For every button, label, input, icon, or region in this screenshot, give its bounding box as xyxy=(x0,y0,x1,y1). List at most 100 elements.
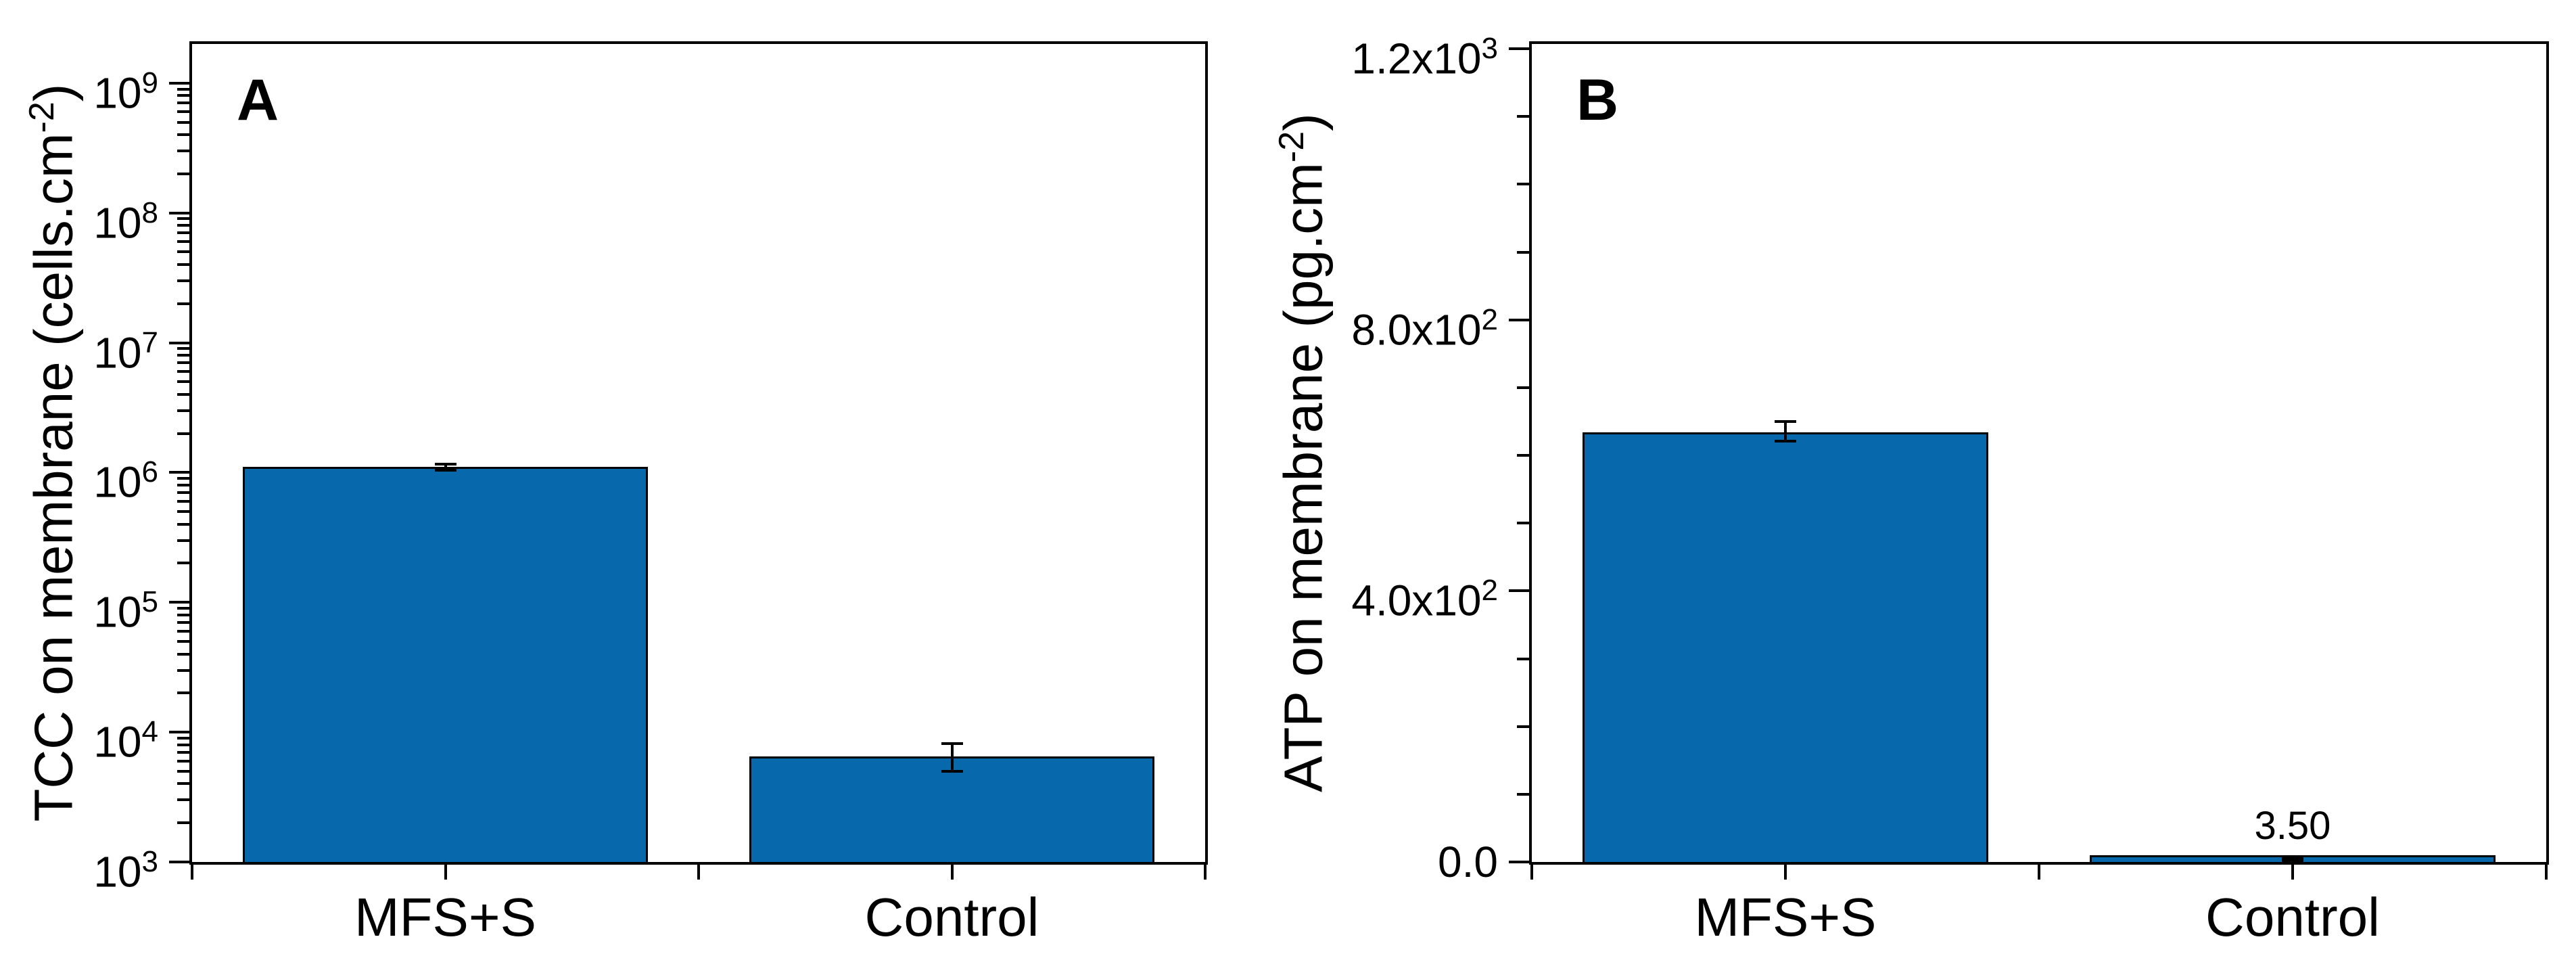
error-bar-line xyxy=(444,464,447,471)
x-tick xyxy=(444,865,447,880)
y-major-tick xyxy=(169,81,189,85)
y-tick-label: 8.0x102 xyxy=(1351,302,1498,354)
y-minor-tick xyxy=(177,640,189,643)
y-minor-tick xyxy=(177,409,189,412)
error-bar-cap-top xyxy=(434,463,456,465)
y-axis-title-b: ATP on membrane (pg.cm-2) xyxy=(1272,113,1334,792)
y-minor-tick xyxy=(177,607,189,610)
y-minor-tick xyxy=(1517,725,1529,728)
y-minor-tick xyxy=(177,522,189,526)
y-tick-label: 0.0 xyxy=(1438,838,1498,886)
y-tick-label: 106 xyxy=(93,455,158,507)
y-minor-tick xyxy=(177,798,189,802)
plot-area-a: A 103 104 105 106 107 108 109 MFS+S Control xyxy=(93,41,1208,947)
y-minor-tick xyxy=(177,240,189,244)
bar-control xyxy=(749,756,1155,862)
x-boundary-tick xyxy=(697,865,700,880)
error-bar-cap-top xyxy=(2282,857,2303,860)
x-boundary-tick xyxy=(191,865,193,880)
panel-letter-b: B xyxy=(1576,68,1619,133)
y-minor-tick xyxy=(177,263,189,266)
y-minor-tick xyxy=(177,736,189,740)
y-minor-tick xyxy=(177,629,189,633)
y-minor-tick xyxy=(177,769,189,773)
y-minor-tick xyxy=(177,539,189,542)
y-minor-tick xyxy=(177,782,189,786)
y-tick-label: 4.0x102 xyxy=(1351,574,1498,625)
y-minor-tick xyxy=(177,101,189,105)
x-category-label: Control xyxy=(864,887,1039,947)
y-minor-tick xyxy=(1517,183,1529,186)
y-minor-tick xyxy=(177,483,189,486)
y-major-tick xyxy=(1509,589,1529,593)
y-minor-tick xyxy=(177,652,189,656)
y-major-tick xyxy=(169,731,189,734)
y-minor-tick xyxy=(177,510,189,514)
y-minor-tick xyxy=(177,668,189,672)
y-minor-tick xyxy=(177,499,189,503)
y-tick-label: 103 xyxy=(93,845,158,896)
x-boundary-tick xyxy=(1204,865,1207,880)
error-bar-cap-bottom xyxy=(1775,439,1796,442)
bar-mfs+s xyxy=(242,467,649,862)
error-bar-cap-bottom xyxy=(2282,859,2303,862)
y-minor-tick xyxy=(177,224,189,227)
y-minor-tick xyxy=(177,217,189,221)
y-minor-tick xyxy=(177,347,189,350)
bar-mfs+s xyxy=(1583,432,1988,862)
y-minor-tick xyxy=(177,302,189,305)
y-minor-tick xyxy=(177,250,189,254)
y-minor-tick xyxy=(177,491,189,495)
y-minor-tick xyxy=(1517,454,1529,457)
y-major-tick xyxy=(169,861,189,863)
error-bar-cap-bottom xyxy=(941,769,963,773)
y-minor-tick xyxy=(1517,115,1529,118)
y-major-tick xyxy=(1509,861,1529,863)
y-tick-label: 107 xyxy=(93,325,158,377)
y-tick-label: 105 xyxy=(93,585,158,637)
y-minor-tick xyxy=(177,370,189,373)
y-major-tick xyxy=(1509,47,1529,50)
y-tick-label: 104 xyxy=(93,715,158,767)
panel-letter-a: A xyxy=(237,68,279,133)
y-minor-tick xyxy=(177,392,189,396)
x-tick xyxy=(1784,865,1787,880)
x-boundary-tick xyxy=(2038,865,2040,880)
x-category-label: Control xyxy=(2205,887,2380,947)
x-category-label: MFS+S xyxy=(1694,887,1877,947)
y-tick-label: 109 xyxy=(93,66,158,118)
error-bar-line xyxy=(1784,421,1787,441)
y-major-tick xyxy=(1509,318,1529,321)
y-minor-tick xyxy=(177,231,189,235)
error-bar-line xyxy=(950,743,954,771)
y-minor-tick xyxy=(177,691,189,695)
y-tick-label: 1.2x103 xyxy=(1351,32,1498,83)
x-tick xyxy=(950,865,954,880)
y-minor-tick xyxy=(177,94,189,97)
x-boundary-tick xyxy=(2545,865,2548,880)
y-minor-tick xyxy=(177,361,189,365)
y-minor-tick xyxy=(177,620,189,624)
y-major-tick xyxy=(169,601,189,604)
y-minor-tick xyxy=(177,562,189,565)
y-minor-tick xyxy=(177,279,189,282)
y-major-tick xyxy=(169,471,189,474)
y-minor-tick xyxy=(177,120,189,124)
y-minor-tick xyxy=(177,750,189,754)
y-minor-tick xyxy=(177,380,189,384)
y-major-tick xyxy=(169,341,189,344)
y-minor-tick xyxy=(1517,250,1529,254)
y-minor-tick xyxy=(177,743,189,746)
y-minor-tick xyxy=(177,613,189,616)
x-tick xyxy=(2291,865,2294,880)
y-minor-tick xyxy=(177,759,189,763)
y-minor-tick xyxy=(1517,386,1529,389)
y-minor-tick xyxy=(177,432,189,435)
y-minor-tick xyxy=(177,354,189,357)
y-minor-tick xyxy=(177,477,189,480)
y-minor-tick xyxy=(177,150,189,153)
y-minor-tick xyxy=(177,87,189,91)
